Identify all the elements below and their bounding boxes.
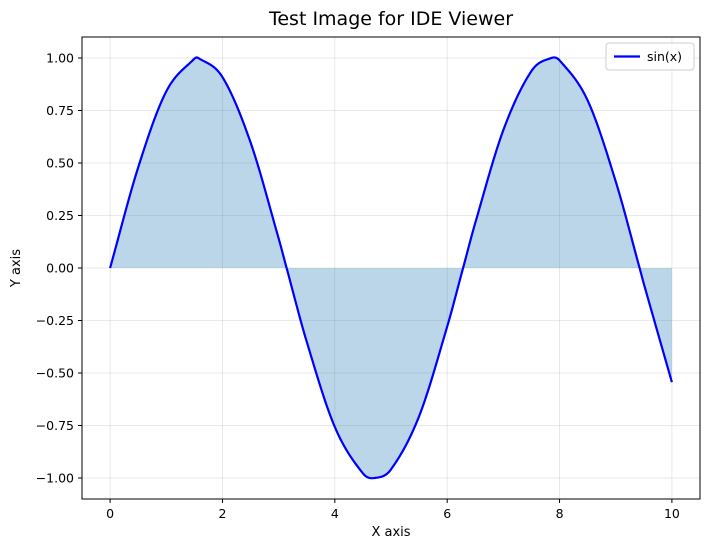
chart-title: Test Image for IDE Viewer (268, 8, 513, 30)
y-tick-label: −1.00 (36, 471, 74, 486)
legend-box (605, 42, 695, 71)
series-line-layer (109, 56, 673, 480)
x-tick-label: 10 (664, 506, 680, 521)
x-tick-label: 4 (331, 506, 339, 521)
y-tick-label: 0.50 (46, 156, 74, 171)
series-line (109, 56, 673, 480)
grid-lines (82, 37, 700, 499)
series-fill-area (110, 57, 672, 479)
y-tick-label: 0.25 (46, 208, 74, 223)
x-tick-label: 6 (443, 506, 451, 521)
fill-area-layer (110, 57, 672, 479)
x-ticks: 0 2 4 6 8 10 (106, 499, 680, 521)
x-tick-label: 8 (556, 506, 564, 521)
y-tick-label: 0.00 (46, 261, 74, 276)
y-ticks: 1.00 0.75 0.50 0.25 0.00 −0.25 −0.50 −0.75 −1.00 (36, 51, 82, 486)
x-tick-label: 0 (106, 506, 114, 521)
y-tick-label: 0.75 (46, 103, 74, 118)
legend-label: sin(x) (647, 49, 682, 64)
y-tick-label: −0.50 (36, 366, 74, 381)
legend: sin(x) (605, 42, 695, 71)
x-tick-label: 2 (218, 506, 226, 521)
y-axis-label: Y axis (9, 249, 24, 288)
y-tick-label: −0.75 (36, 418, 74, 433)
x-axis-label: X axis (371, 525, 410, 540)
y-tick-label: −0.25 (36, 313, 74, 328)
y-tick-label: 1.00 (46, 51, 74, 66)
